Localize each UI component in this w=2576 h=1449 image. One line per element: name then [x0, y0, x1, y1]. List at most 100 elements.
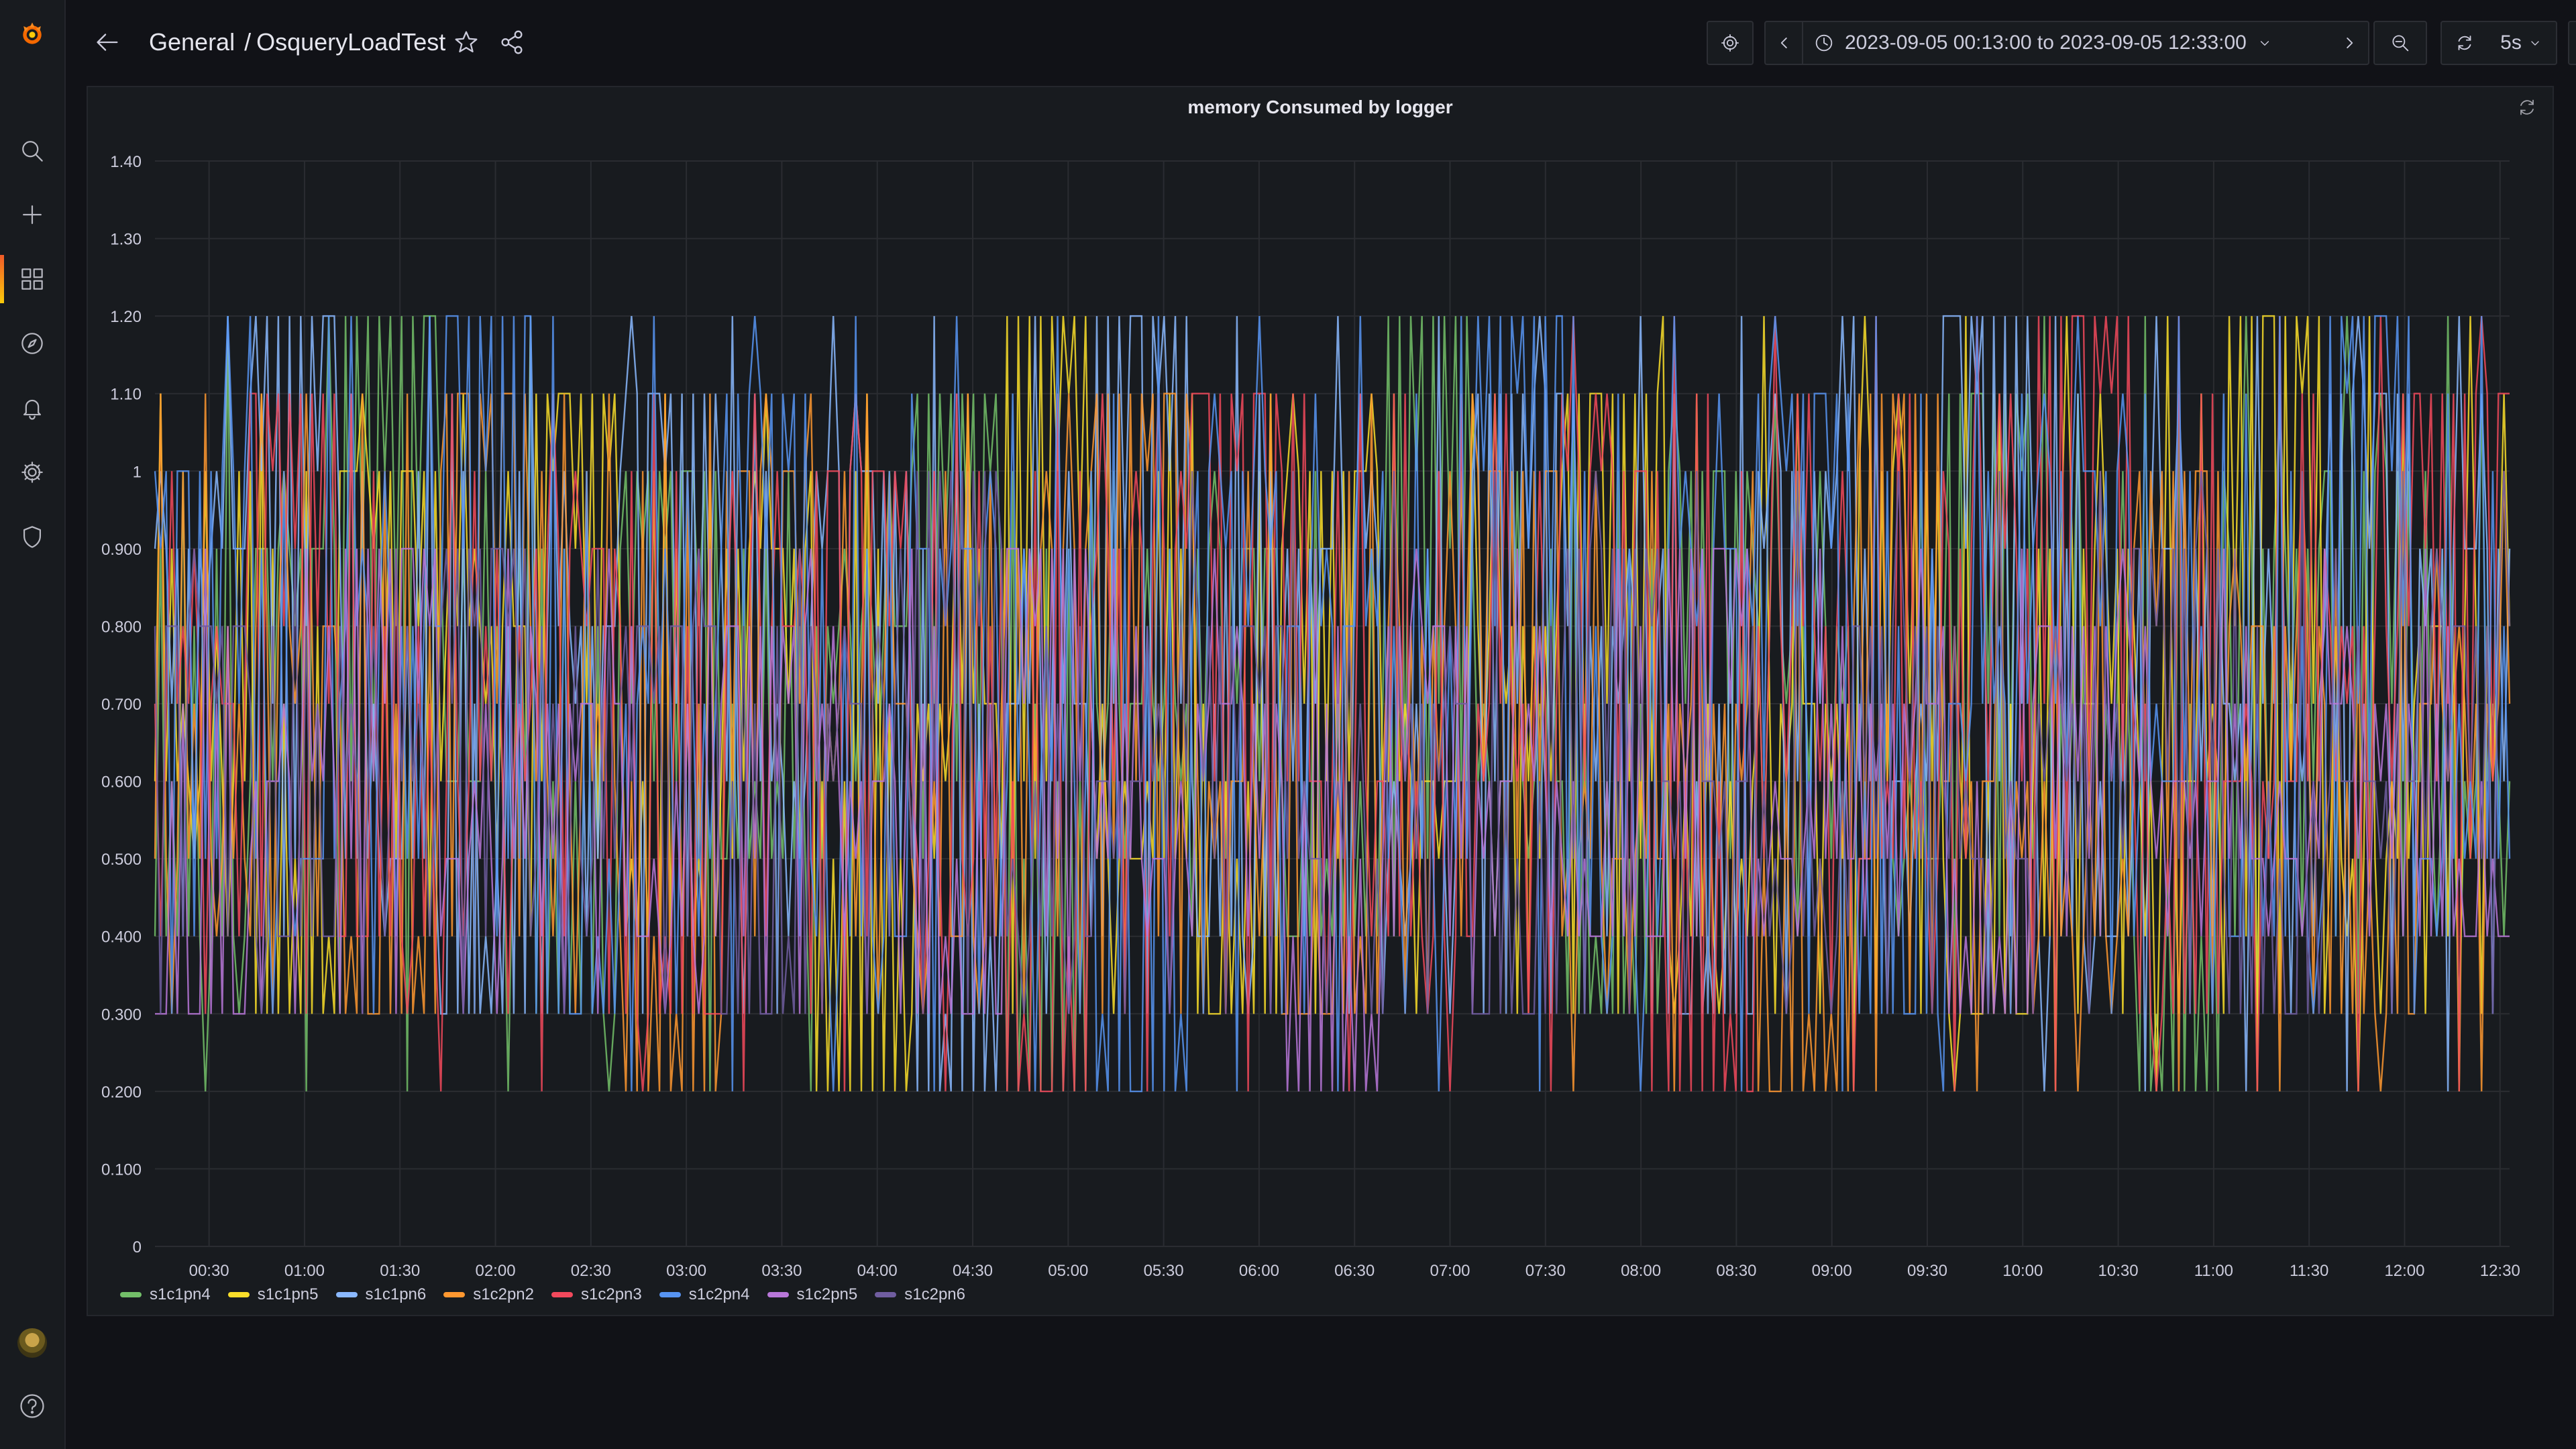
x-tick-label: 04:30	[953, 1262, 993, 1280]
y-tick-label: 0.600	[101, 773, 142, 792]
y-axis: 0 0.100 0.200 0.300 0.400 0.500 0.600 0.700 0.80…	[101, 153, 142, 1256]
chevron-right-icon	[2347, 37, 2353, 49]
avatar[interactable]	[17, 1328, 47, 1358]
top-navbar: General / OsqueryLoadTest 2023-09-05 00:…	[64, 0, 2576, 86]
y-tick-label: 0.300	[101, 1006, 142, 1024]
compass-icon[interactable]	[0, 317, 64, 370]
refresh-interval-picker[interactable]: 5s	[2487, 21, 2557, 65]
dashboards-grid-icon[interactable]	[0, 252, 64, 306]
chevron-down-icon	[2260, 41, 2269, 46]
refresh-dashboard-button[interactable]	[2440, 21, 2489, 65]
chevron-left-icon	[1780, 37, 1787, 49]
series-line-s1c2pn3[interactable]	[154, 315, 2510, 1093]
x-tick-label: 09:30	[1907, 1262, 1947, 1280]
legend-swatch	[551, 1292, 573, 1297]
x-tick-label: 04:00	[857, 1262, 898, 1280]
x-tick-label: 10:00	[2002, 1262, 2043, 1280]
legend-label: s1c2pn3	[581, 1285, 642, 1303]
legend-label: s1c2pn4	[688, 1285, 750, 1303]
time-shift-forward-button[interactable]	[2330, 21, 2369, 65]
y-tick-label: 0.800	[101, 618, 142, 636]
legend-item-s1c2pn2[interactable]: s1c2pn2	[443, 1285, 534, 1304]
legend-item-s1c1pn4[interactable]: s1c1pn4	[120, 1285, 211, 1304]
series-line-s1c2pn2[interactable]	[154, 392, 2511, 1093]
x-tick-label: 00:30	[189, 1262, 229, 1280]
x-tick-label: 06:00	[1239, 1262, 1279, 1280]
x-tick-label: 11:30	[2290, 1262, 2328, 1280]
clock-icon	[1815, 34, 1833, 52]
legend-item-s1c2pn4[interactable]: s1c2pn4	[659, 1285, 750, 1304]
refresh-interval-value: 5s	[2500, 32, 2522, 54]
legend-item-s1c2pn3[interactable]: s1c2pn3	[551, 1285, 642, 1304]
x-tick-label: 05:30	[1144, 1262, 1184, 1280]
x-tick-label: 07:00	[1430, 1262, 1470, 1280]
search-icon[interactable]	[0, 124, 64, 178]
time-shift-back-button[interactable]	[1764, 21, 1803, 65]
dashboard-title[interactable]: OsqueryLoadTest	[256, 28, 446, 56]
x-tick-label: 01:30	[380, 1262, 420, 1280]
refresh-icon	[2458, 36, 2471, 50]
graph-panel[interactable]: memory Consumed by logger 0 0.100 0.200 0.3…	[87, 86, 2554, 1316]
legend-item-s1c2pn5[interactable]: s1c2pn5	[767, 1285, 857, 1304]
legend-swatch	[120, 1292, 142, 1297]
x-axis: 00:30 01:00 01:30 02:00 02:30 03:00 03:30 04:00…	[189, 1262, 2520, 1280]
legend-item-s1c1pn6[interactable]: s1c1pn6	[335, 1285, 427, 1304]
legend-item-s1c2pn6[interactable]: s1c2pn6	[875, 1285, 965, 1304]
x-tick-label: 12:00	[2384, 1262, 2424, 1280]
breadcrumb-folder[interactable]: General	[149, 28, 235, 56]
help-icon[interactable]	[17, 1391, 47, 1421]
panel-title[interactable]: memory Consumed by logger	[1187, 97, 1453, 117]
sidebar	[0, 0, 66, 1449]
bell-icon[interactable]	[0, 381, 64, 435]
y-tick-label: 0.500	[101, 851, 142, 869]
series-line-s1c2pn4[interactable]	[154, 315, 2511, 1093]
grafana-logo-icon[interactable]	[0, 7, 64, 60]
series-line-s1c2pn5[interactable]	[155, 547, 2510, 1091]
legend-swatch	[767, 1292, 789, 1297]
tv-mode-button[interactable]	[2568, 21, 2576, 65]
x-tick-label: 12:30	[2480, 1262, 2520, 1280]
x-tick-label: 01:00	[284, 1262, 325, 1280]
x-tick-label: 06:30	[1334, 1262, 1375, 1280]
legend-item-s1c1pn5[interactable]: s1c1pn5	[227, 1285, 319, 1304]
y-tick-label: 0.200	[101, 1083, 142, 1102]
legend-swatch	[659, 1292, 681, 1297]
legend-swatch	[443, 1292, 466, 1297]
legend-swatch	[335, 1292, 358, 1297]
star-icon[interactable]	[451, 27, 482, 58]
y-tick-label: 0.400	[101, 928, 142, 947]
series-line-s1c2pn6[interactable]	[154, 471, 2511, 1015]
x-tick-label: 11:00	[2194, 1262, 2233, 1280]
x-tick-label: 02:30	[571, 1262, 611, 1280]
chart-legend: s1c1pn4 s1c1pn5 s1c1pn6 s1c2pn2 s1c2pn3 s1c2p…	[120, 1285, 965, 1304]
breadcrumb: General / OsqueryLoadTest	[149, 25, 445, 59]
y-tick-label: 0	[133, 1238, 142, 1256]
legend-label: s1c1pn5	[257, 1285, 319, 1303]
gear-icon	[1721, 34, 1739, 52]
chart-plot-area[interactable]: 0 0.100 0.200 0.300 0.400 0.500 0.600 0.700 0.80…	[88, 87, 2553, 1315]
y-tick-label: 1	[133, 463, 142, 481]
series-line-s1c1pn5[interactable]	[154, 315, 2511, 1091]
legend-label: s1c1pn6	[365, 1285, 427, 1303]
x-tick-label: 02:00	[475, 1262, 515, 1280]
chart-series-group	[154, 315, 2511, 1093]
legend-label: s1c2pn2	[473, 1285, 534, 1303]
y-tick-label: 0.100	[101, 1161, 142, 1179]
share-icon[interactable]	[496, 27, 527, 58]
x-tick-label: 03:30	[761, 1262, 802, 1280]
legend-label: s1c1pn4	[150, 1285, 211, 1303]
panel-refresh-icon[interactable]	[2515, 95, 2542, 122]
gear-icon[interactable]	[0, 445, 64, 499]
back-arrow-icon[interactable]	[91, 27, 122, 58]
shield-icon[interactable]	[0, 510, 64, 564]
x-tick-label: 10:30	[2098, 1262, 2139, 1280]
plus-icon[interactable]	[0, 188, 64, 241]
dashboard-settings-button[interactable]	[1707, 21, 1754, 65]
zoom-out-button[interactable]	[2373, 21, 2427, 65]
y-tick-label: 1.30	[110, 231, 142, 249]
y-tick-label: 1.40	[110, 153, 142, 171]
time-range-picker[interactable]: 2023-09-05 00:13:00 to 2023-09-05 12:33:…	[1802, 21, 2332, 65]
y-tick-label: 1.10	[110, 386, 142, 404]
x-tick-label: 08:00	[1621, 1262, 1661, 1280]
x-tick-label: 09:00	[1812, 1262, 1852, 1280]
